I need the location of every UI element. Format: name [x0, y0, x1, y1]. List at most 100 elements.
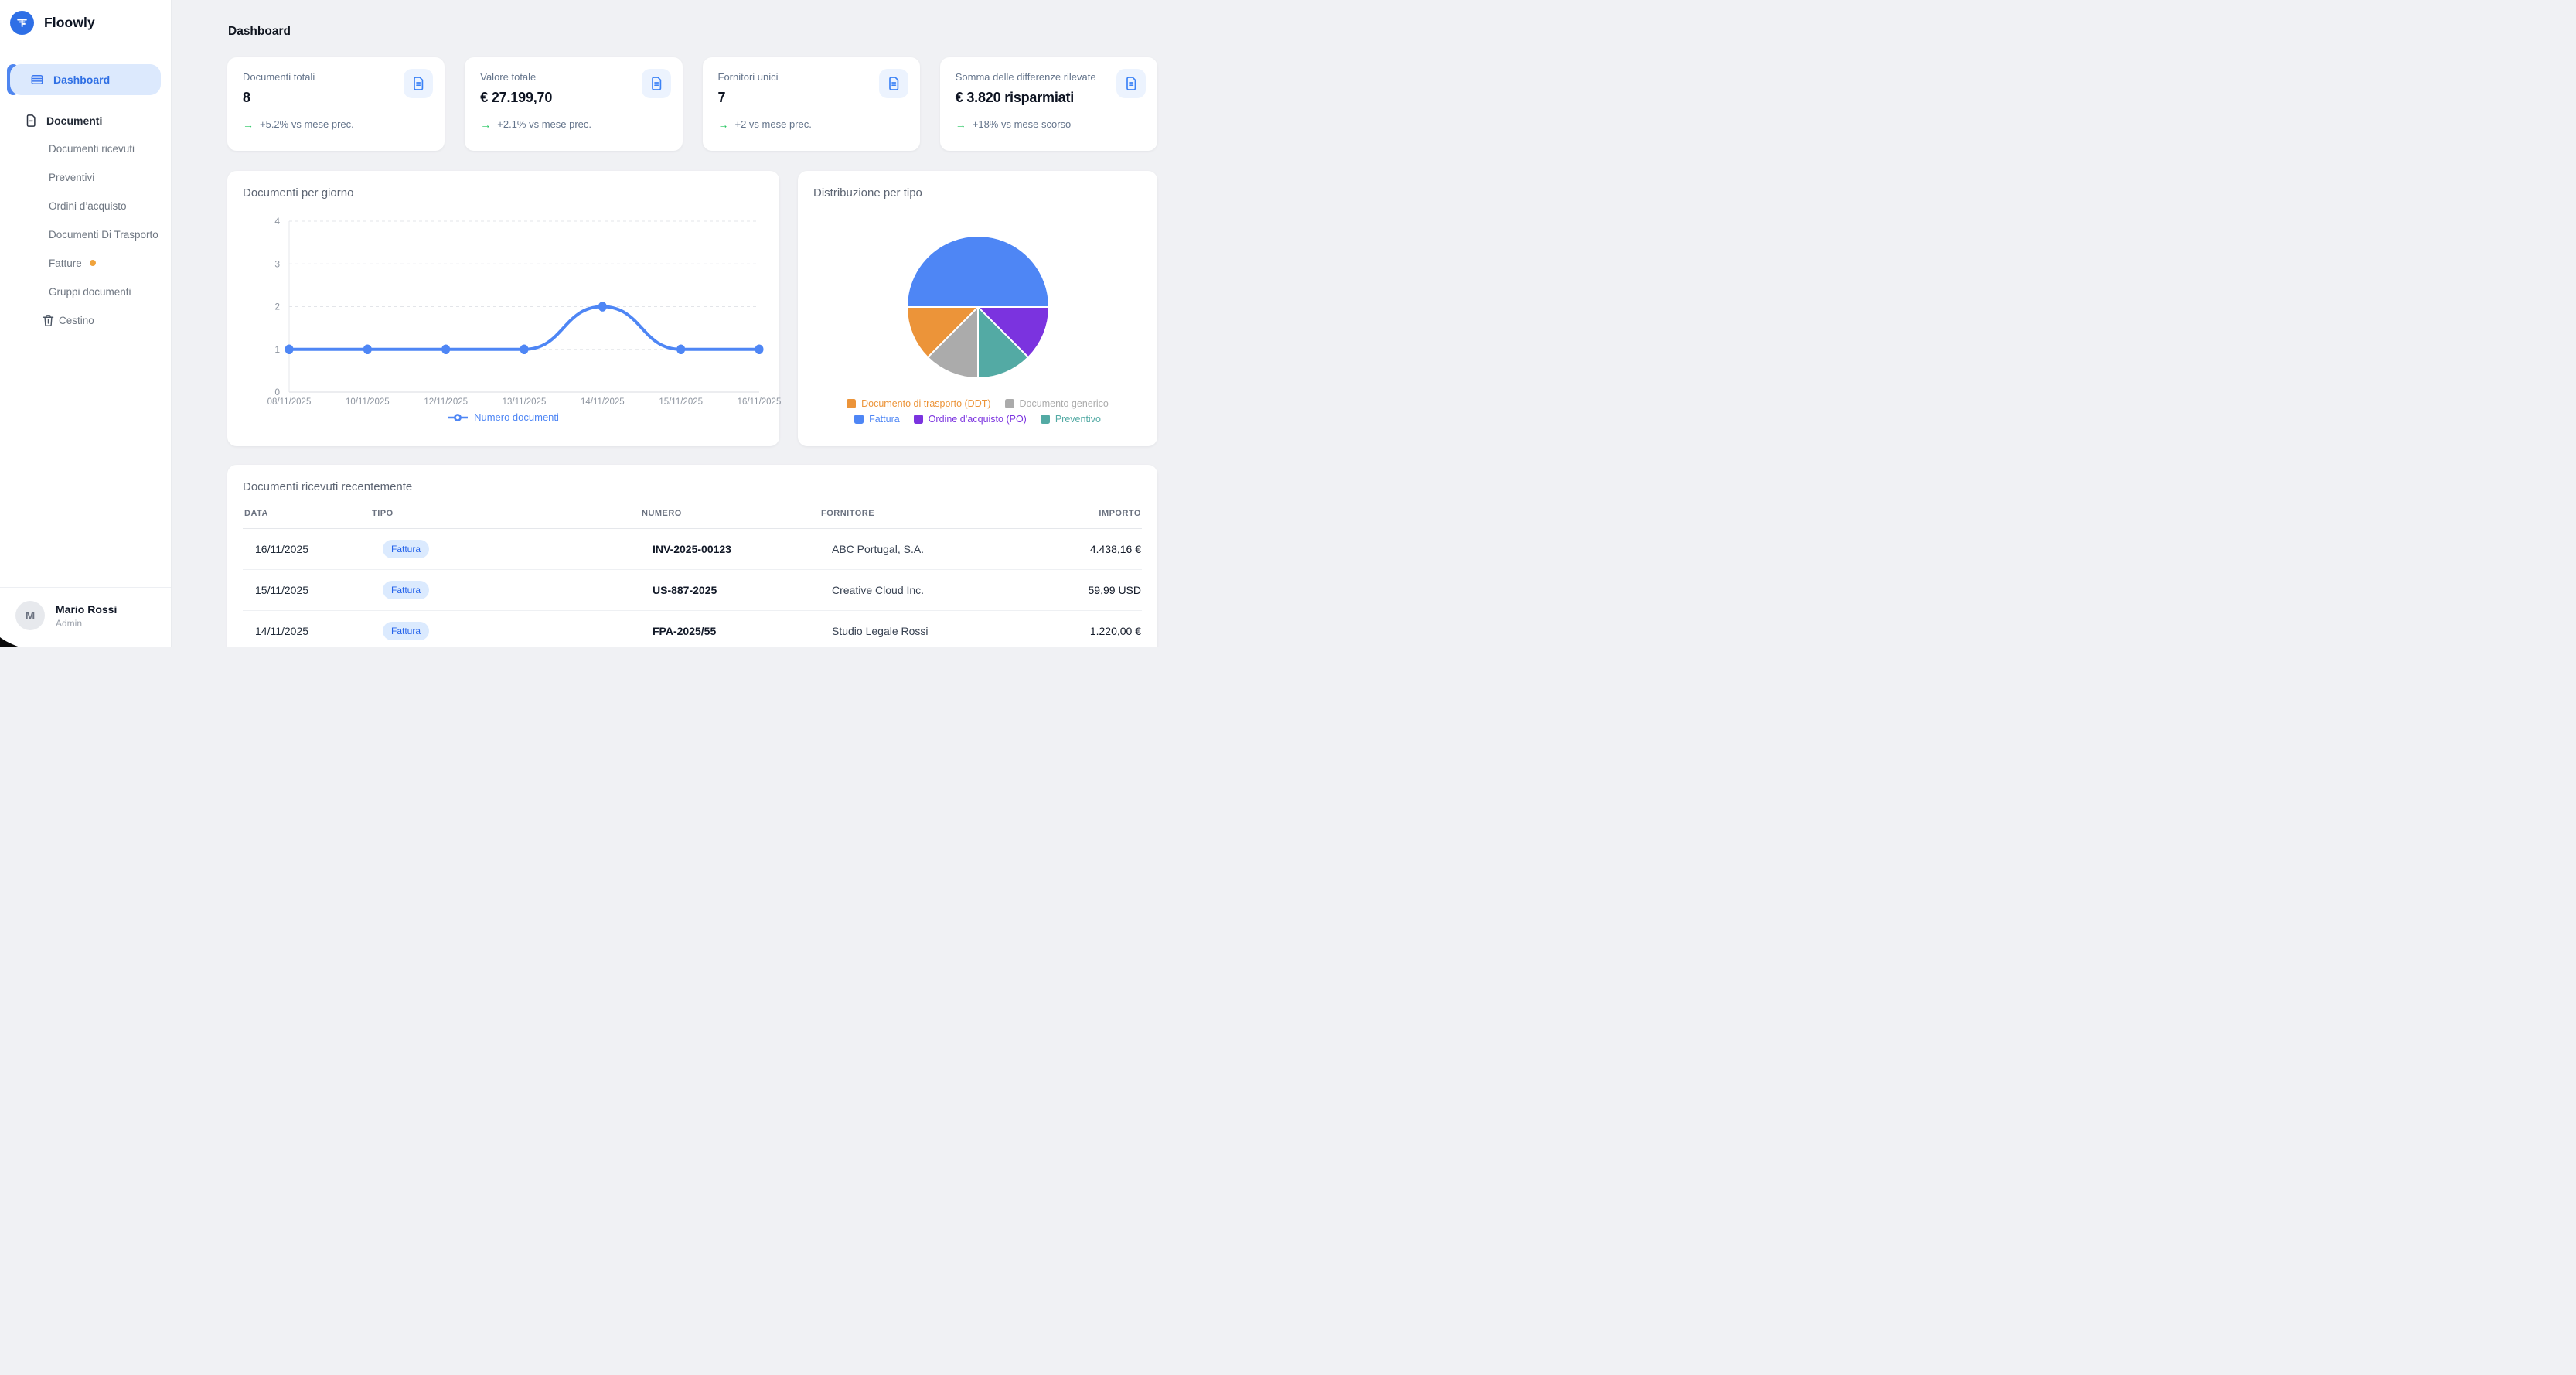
dashboard-table-icon [30, 73, 44, 87]
stat-card-documenti-totali: Documenti totali 8 → +5.2% vs mese prec. [227, 57, 445, 151]
sidebar: Floowly Dashboard [0, 0, 172, 647]
svg-text:0: 0 [274, 387, 280, 397]
sidebar-item-label: Dashboard [53, 73, 111, 86]
cell-numero: INV-2025-00123 [653, 543, 731, 555]
cell-fornitore: Studio Legale Rossi [832, 625, 929, 637]
svg-text:10/11/2025: 10/11/2025 [346, 397, 390, 407]
document-icon [24, 114, 38, 128]
stat-trend-text: +18% vs mese scorso [972, 118, 1072, 130]
stat-value: 7 [717, 90, 726, 105]
pie-chart-wrap [813, 234, 1142, 380]
table-header-row: DATA TIPO NUMERO FORNITORE IMPORTO [243, 509, 1142, 529]
pie-slice-documento-di-trasporto-ddt- [905, 306, 979, 359]
legend-label: Documento di trasporto (DDT) [861, 398, 991, 409]
tipo-badge: Fattura [383, 622, 430, 640]
svg-text:2: 2 [274, 302, 280, 312]
pie-legend-row: Fattura Ordine d’acquisto (PO) Preventivo [813, 414, 1142, 425]
column-header-tipo: TIPO [372, 509, 394, 518]
cell-data: 14/11/2025 [255, 625, 309, 637]
notification-dot [89, 260, 96, 266]
sidebar-item-cestino[interactable]: Cestino [10, 314, 161, 327]
stat-value: 8 [243, 90, 250, 105]
document-icon [641, 69, 671, 98]
stat-label: Somma delle differenze rilevate [955, 71, 1096, 83]
table-row[interactable]: 15/11/2025 Fattura US-887-2025 Creative Clo… [243, 570, 1142, 611]
trend-arrow-icon: → [955, 118, 966, 131]
sidebar-item-documenti-ricevuti[interactable]: Documenti ricevuti [49, 142, 161, 156]
recent-table-body: 16/11/2025 Fattura INV-2025-00123 ABC Portu… [243, 529, 1142, 647]
legend-line-marker-icon [448, 413, 469, 421]
stats-row: Documenti totali 8 → +5.2% vs mese prec.… [227, 57, 1157, 151]
main-content: Dashboard Documenti totali 8 → +5.2% vs … [172, 0, 1211, 647]
legend-swatch [913, 415, 923, 424]
trend-arrow-icon: → [717, 118, 729, 131]
sidebar-item-label: Documenti ricevuti [49, 143, 135, 155]
svg-text:13/11/2025: 13/11/2025 [503, 397, 547, 407]
stat-trend-text: +2.1% vs mese prec. [497, 118, 591, 130]
cell-data: 15/11/2025 [255, 584, 309, 596]
line-chart-card: Documenti per giorno 0 1 2 3 4 08/11/2025 10/1… [227, 171, 782, 446]
document-icon [1116, 69, 1146, 98]
stat-trend-text: +5.2% vs mese prec. [260, 118, 354, 130]
app-window: Floowly Dashboard [0, 0, 1211, 647]
cell-importo: 4.438,16 € [1089, 543, 1141, 555]
sidebar-nav: Dashboard Documenti Documenti ricevuti P… [0, 64, 171, 327]
svg-text:12/11/2025: 12/11/2025 [424, 397, 468, 407]
line-chart: 0 1 2 3 4 08/11/2025 10/11/2025 12/11/2025 13/11… [267, 216, 782, 407]
legend-item[interactable]: Documento generico [1004, 398, 1109, 409]
cell-fornitore: ABC Portugal, S.A. [832, 543, 925, 555]
column-header-data: DATA [244, 509, 268, 518]
trash-icon [42, 314, 55, 327]
sidebar-item-label: Preventivi [49, 172, 95, 183]
stat-value: € 27.199,70 [480, 90, 553, 105]
sidebar-item-gruppi-documenti[interactable]: Gruppi documenti [49, 285, 161, 299]
legend-swatch [1040, 415, 1050, 424]
sidebar-item-fatture[interactable]: Fatture [49, 256, 161, 271]
chart-title: Distribuzione per tipo [813, 186, 922, 200]
legend-label: Numero documenti [474, 411, 559, 423]
sidebar-item-label: Cestino [59, 315, 94, 326]
pie-legend-row: Documento di trasporto (DDT) Documento ge… [813, 398, 1142, 409]
legend-swatch [1004, 399, 1014, 408]
sidebar-item-label: Gruppi documenti [49, 286, 131, 298]
brand-header: Floowly [0, 0, 171, 43]
legend-label: Fattura [869, 414, 900, 425]
stat-trend: → +5.2% vs mese prec. [243, 118, 429, 130]
legend-item[interactable]: Documento di trasporto (DDT) [847, 398, 991, 409]
legend-item[interactable]: Preventivo [1040, 414, 1101, 425]
svg-text:14/11/2025: 14/11/2025 [581, 397, 625, 407]
stat-trend: → +2 vs mese prec. [718, 118, 905, 130]
cell-numero: US-887-2025 [653, 584, 717, 596]
cell-fornitore: Creative Cloud Inc. [832, 584, 925, 596]
cell-data: 16/11/2025 [255, 543, 309, 555]
line-chart-legend[interactable]: Numero documenti [243, 411, 764, 423]
table-row[interactable]: 14/11/2025 Fattura FPA-2025/55 Studio Legal… [243, 611, 1142, 647]
svg-text:1: 1 [274, 344, 280, 355]
recent-documents-card: Documenti ricevuti recentemente DATA TIP… [227, 465, 1157, 647]
tipo-badge: Fattura [383, 581, 430, 599]
svg-text:15/11/2025: 15/11/2025 [659, 397, 703, 407]
sidebar-item-dashboard[interactable]: Dashboard [7, 64, 161, 95]
pie-slice-ordine-d-acquisto-po- [976, 306, 1050, 359]
sidebar-item-label: Documenti [46, 114, 103, 127]
sidebar-item-documenti[interactable]: Documenti [10, 114, 161, 128]
pie-chart-card: Distribuzione per tipo Documento di tras… [798, 171, 1157, 446]
sidebar-item-ordini-acquisto[interactable]: Ordini d’acquisto [49, 199, 161, 213]
user-role: Admin [56, 617, 83, 629]
brand-name: Floowly [44, 15, 95, 30]
table-row[interactable]: 16/11/2025 Fattura INV-2025-00123 ABC Portu… [243, 529, 1142, 570]
tipo-badge: Fattura [383, 540, 430, 558]
cell-importo: 59,99 USD [1088, 584, 1141, 596]
sidebar-item-preventivi[interactable]: Preventivi [49, 170, 161, 185]
cell-tipo: Fattura [370, 622, 640, 640]
legend-item[interactable]: Ordine d’acquisto (PO) [913, 414, 1027, 425]
legend-item[interactable]: Fattura [854, 414, 900, 425]
charts-row: Documenti per giorno 0 1 2 3 4 08/11/2025 10/1… [227, 171, 1157, 446]
user-menu[interactable]: M Mario Rossi Admin [0, 587, 171, 647]
cell-numero: FPA-2025/55 [653, 625, 717, 637]
legend-swatch [847, 399, 857, 408]
legend-label: Preventivo [1055, 414, 1101, 425]
stat-label: Fornitori unici [717, 71, 779, 83]
sidebar-item-documenti-di-trasporto[interactable]: Documenti Di Trasporto [49, 227, 161, 242]
pie-chart-legend: Documento di trasporto (DDT) Documento ge… [813, 398, 1142, 425]
